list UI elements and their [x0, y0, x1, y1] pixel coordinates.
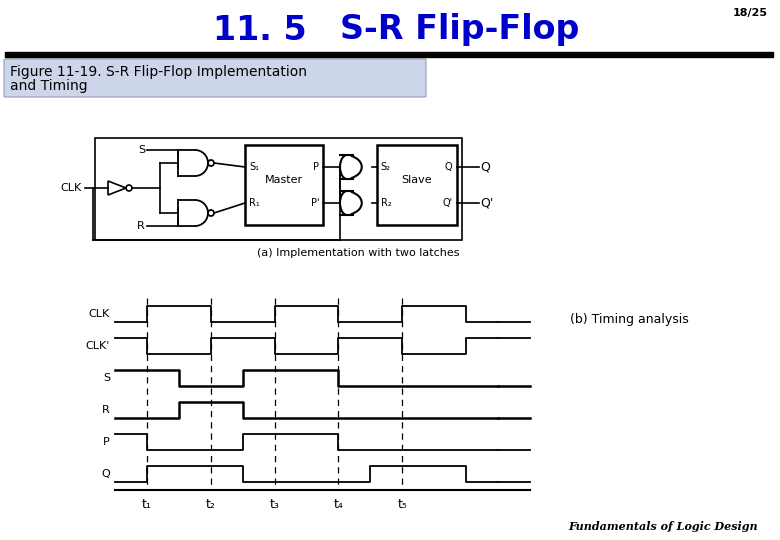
Text: t₂: t₂ — [206, 498, 216, 511]
Text: Q: Q — [445, 162, 452, 172]
Text: P: P — [313, 162, 319, 172]
Text: (b) Timing analysis: (b) Timing analysis — [570, 313, 689, 326]
Bar — [5, 52, 773, 57]
Text: t₃: t₃ — [270, 498, 279, 511]
Text: R: R — [102, 405, 110, 415]
Text: S₁: S₁ — [249, 162, 259, 172]
Text: CLK: CLK — [89, 309, 110, 319]
Text: 11. 5: 11. 5 — [213, 14, 307, 46]
Text: R: R — [137, 221, 145, 231]
Text: CLK': CLK' — [86, 341, 110, 351]
Circle shape — [208, 210, 214, 216]
Text: Q': Q' — [480, 197, 494, 210]
Circle shape — [208, 160, 214, 166]
Bar — [95, 138, 462, 240]
Bar — [245, 145, 323, 225]
Text: S: S — [103, 373, 110, 383]
Bar — [377, 145, 456, 225]
Text: R₂: R₂ — [381, 198, 392, 208]
Text: t₅: t₅ — [397, 498, 407, 511]
Text: R₁: R₁ — [249, 198, 260, 208]
Text: t₁: t₁ — [142, 498, 152, 511]
Text: P': P' — [310, 198, 319, 208]
Text: S₂: S₂ — [381, 162, 391, 172]
Text: (a) Implementation with two latches: (a) Implementation with two latches — [257, 248, 459, 258]
Text: Fundamentals of Logic Design: Fundamentals of Logic Design — [569, 521, 758, 532]
Text: Q: Q — [101, 469, 110, 479]
Text: Q: Q — [480, 160, 491, 173]
FancyBboxPatch shape — [4, 59, 426, 97]
Polygon shape — [108, 181, 126, 195]
Text: P: P — [103, 437, 110, 447]
Text: Slave: Slave — [401, 175, 432, 185]
Circle shape — [126, 185, 132, 191]
Text: 18/25: 18/25 — [733, 8, 768, 18]
Text: Master: Master — [265, 175, 303, 185]
Text: Q': Q' — [442, 198, 452, 208]
Text: and Timing: and Timing — [10, 79, 87, 93]
Text: Figure 11-19. S-R Flip-Flop Implementation: Figure 11-19. S-R Flip-Flop Implementati… — [10, 65, 307, 79]
Text: S-R Flip-Flop: S-R Flip-Flop — [340, 14, 580, 46]
Text: S: S — [138, 145, 145, 155]
Text: CLK: CLK — [61, 183, 82, 193]
Text: t₄: t₄ — [334, 498, 343, 511]
